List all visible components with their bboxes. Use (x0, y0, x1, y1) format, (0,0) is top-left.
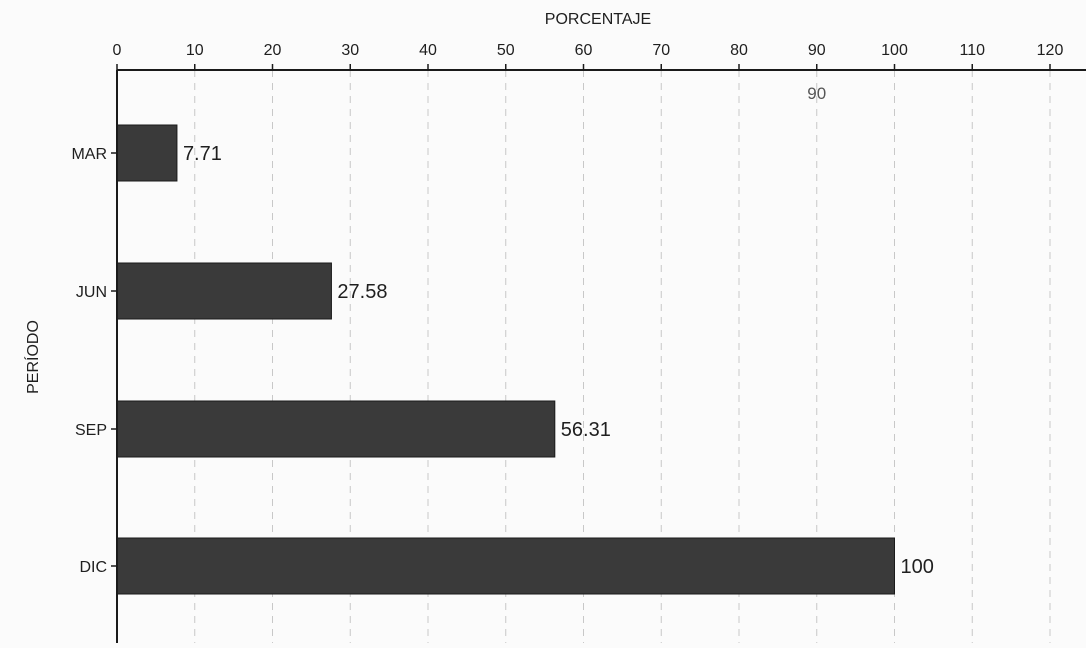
x-tick-label-120: 120 (1037, 42, 1064, 59)
x-tick-label-50: 50 (497, 42, 515, 59)
value-label-dic: 100 (901, 556, 934, 578)
x-tick-label-90: 90 (808, 42, 826, 59)
bars-layer (116, 124, 895, 595)
category-label-dic: DIC (79, 559, 107, 576)
x-tick-label-30: 30 (341, 42, 359, 59)
x-tick-label-100: 100 (881, 42, 908, 59)
bar-mar (116, 124, 178, 182)
y-axis-title: PERÍODO (23, 320, 42, 394)
bar-sep (116, 400, 556, 458)
category-label-sep: SEP (75, 422, 107, 439)
labels-layer: 7.71 MAR 27.58 JUN 56.31 SEP 100 DIC 0 10 20 30 40 50… (71, 42, 1063, 578)
x-tick-label-60: 60 (575, 42, 593, 59)
x-tick-label-80: 80 (730, 42, 748, 59)
annotation-0: 90 (807, 84, 826, 103)
value-label-mar: 7.71 (183, 143, 222, 165)
bar-jun (116, 262, 332, 320)
value-label-sep: 56.31 (561, 419, 611, 441)
x-tick-label-20: 20 (264, 42, 282, 59)
x-tick-label-40: 40 (419, 42, 437, 59)
value-label-jun: 27.58 (337, 281, 387, 303)
x-tick-label-0: 0 (113, 42, 122, 59)
x-tick-label-70: 70 (652, 42, 670, 59)
axis-layer (111, 64, 1086, 643)
bar-dic (116, 537, 895, 595)
category-label-jun: JUN (76, 284, 107, 301)
category-label-mar: MAR (71, 146, 107, 163)
x-tick-label-110: 110 (959, 42, 985, 59)
x-tick-label-10: 10 (186, 42, 204, 59)
x-axis-title: PORCENTAJE (545, 11, 651, 28)
grid-layer (194, 70, 1051, 643)
